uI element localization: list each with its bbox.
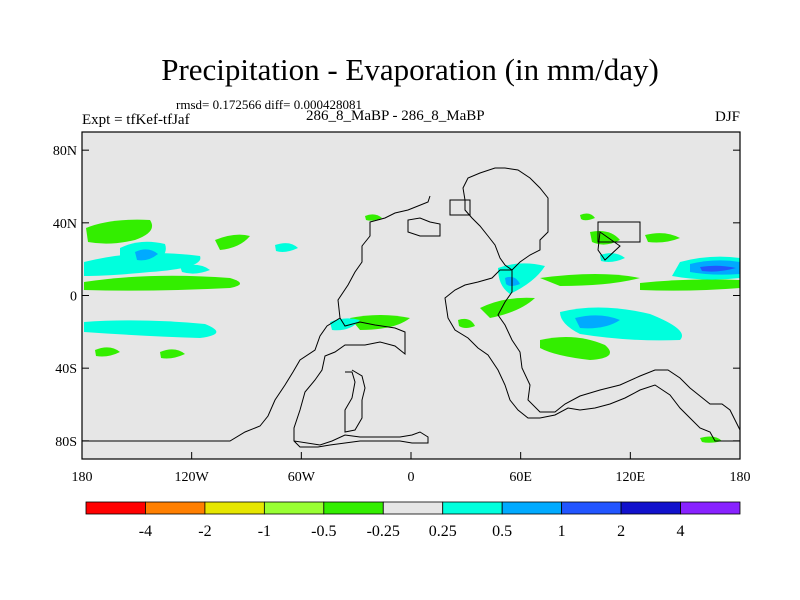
- colorbar-swatch: [382, 501, 444, 515]
- lat-label: 0: [70, 290, 77, 305]
- continent-outlines: [82, 167, 741, 448]
- colorbar-swatch: [263, 501, 325, 515]
- longitude-axis: 180 120W 60W 0 60E 120E 180: [72, 452, 751, 485]
- colorbar-swatch: [204, 501, 265, 515]
- colorbar-label: 0.25: [429, 523, 457, 540]
- runs-label: 286_8_MaBP - 286_8_MaBP: [306, 108, 485, 124]
- colorbar-label: 2: [617, 523, 625, 540]
- season-label: DJF: [714, 109, 740, 125]
- latitude-axis: 80N 40N 0 40S 80S: [53, 144, 740, 450]
- colorbar-label: -1: [258, 523, 271, 540]
- lat-label: 40N: [53, 217, 77, 232]
- colorbar-swatch: [442, 501, 503, 515]
- colorbar-label: -0.25: [367, 523, 400, 540]
- colorbar-label: 0.5: [492, 523, 512, 540]
- colorbar-label: -4: [139, 523, 152, 540]
- lon-label: 180: [72, 470, 93, 485]
- stats-label: rmsd= 0.172566 diff= 0.000428081: [176, 97, 362, 112]
- colorbar-label: 4: [677, 523, 685, 540]
- colorbar-label: -0.5: [311, 523, 336, 540]
- colorbar-label: -2: [198, 523, 211, 540]
- lon-label: 120E: [616, 470, 646, 485]
- map-background: [82, 132, 740, 459]
- lat-label: 40S: [55, 362, 77, 377]
- chart-title: Precipitation - Evaporation (in mm/day): [161, 52, 659, 87]
- colorbar-swatch: [620, 501, 681, 515]
- colorbar-swatch: [85, 501, 146, 515]
- lon-label: 60W: [288, 470, 316, 485]
- colorbar-label: 1: [558, 523, 566, 540]
- lat-label: 80N: [53, 144, 77, 159]
- lon-label: 0: [408, 470, 415, 485]
- colorbar: -4 -2 -1 -0.5 -0.25 0.25 0.5 1 2 4: [85, 501, 741, 540]
- colorbar-swatch: [501, 501, 563, 515]
- lon-label: 120W: [175, 470, 210, 485]
- lon-label: 180: [730, 470, 751, 485]
- colorbar-swatch: [561, 501, 622, 515]
- lat-label: 80S: [55, 435, 77, 450]
- lon-label: 60E: [509, 470, 532, 485]
- colorbar-swatch: [145, 501, 206, 515]
- colorbar-swatch: [680, 501, 741, 515]
- colorbar-swatch: [323, 501, 384, 515]
- experiment-label: Expt = tfKef-tfJaf: [82, 112, 190, 128]
